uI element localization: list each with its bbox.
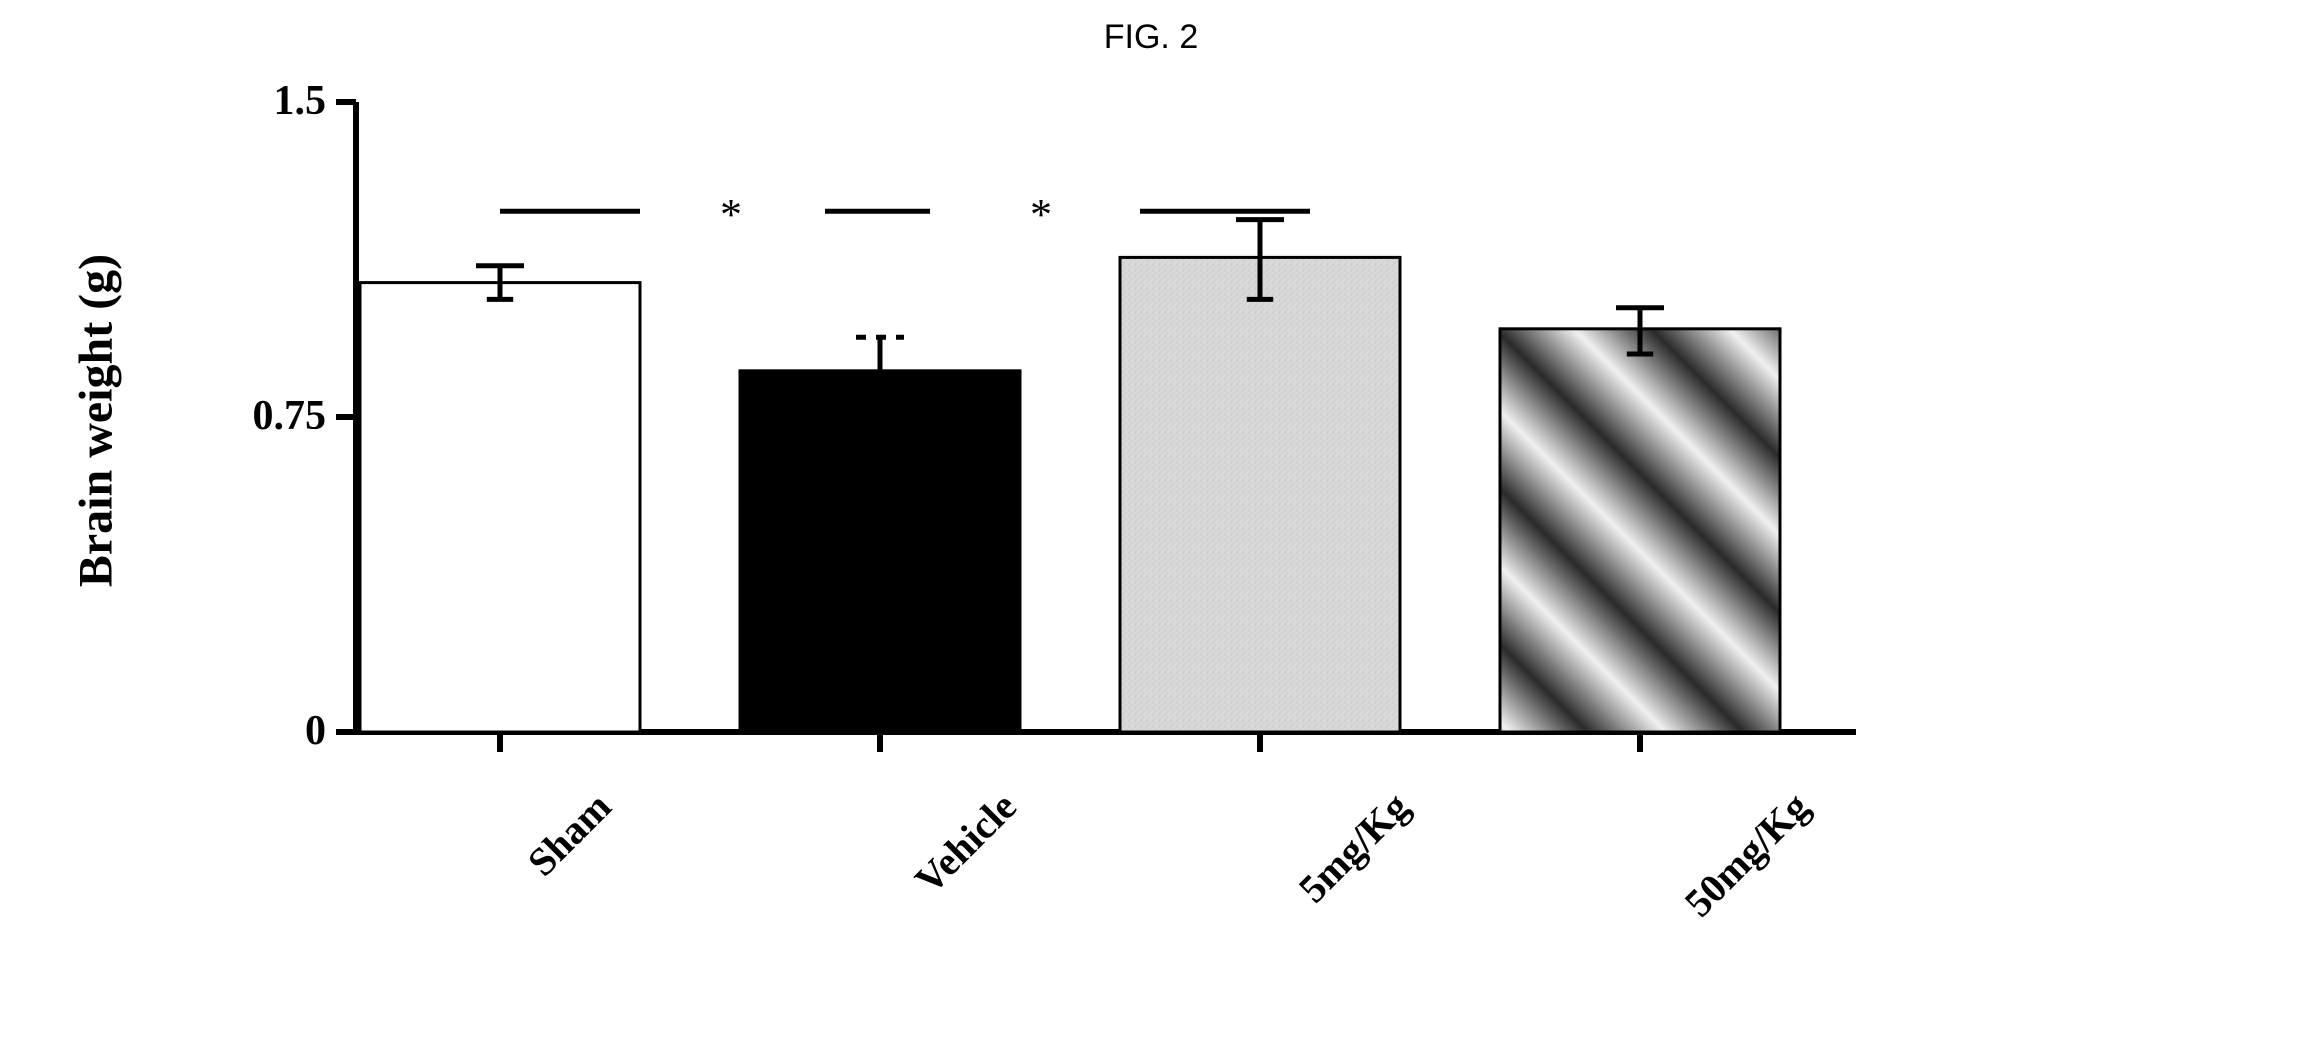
y-tick-label: 0.75	[253, 392, 327, 440]
y-axis-label: Brain weight (g)	[69, 221, 124, 621]
significance-asterisk: *	[720, 189, 742, 240]
brain-weight-bar-chart	[0, 0, 2302, 1039]
significance-asterisk: *	[1030, 189, 1052, 240]
y-tick-label: 1.5	[274, 77, 327, 125]
y-tick-label: 0	[305, 707, 326, 755]
